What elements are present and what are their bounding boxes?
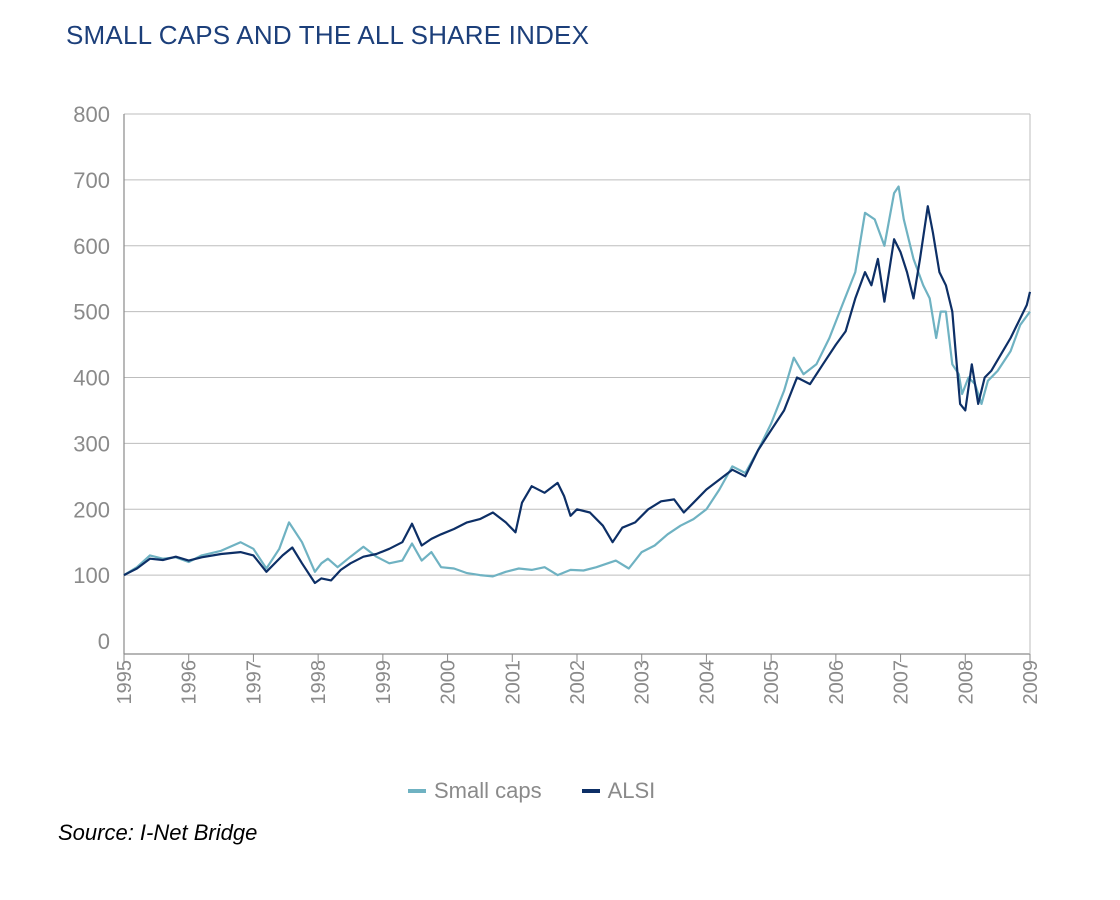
source-note: Source: I-Net Bridge <box>58 820 258 845</box>
x-tick-label-1997: 1997 <box>243 660 265 705</box>
series-line-small-caps <box>123 185 1031 578</box>
legend-item-small-caps: Small caps <box>408 778 542 804</box>
y-tick-label-700: 700 <box>73 168 110 193</box>
y-tick-label-800: 800 <box>73 102 110 127</box>
x-tick-label-2001: 2001 <box>502 660 524 705</box>
y-tick-label-300: 300 <box>73 431 110 456</box>
y-tick-label-400: 400 <box>73 366 110 391</box>
x-tick-label-2003: 2003 <box>632 660 654 705</box>
x-tick-label-2002: 2002 <box>567 660 589 705</box>
x-tick-label-1999: 1999 <box>373 660 395 705</box>
y-tick-label-600: 600 <box>73 234 110 259</box>
x-tick-label-1995: 1995 <box>114 660 136 705</box>
x-axis-ticks: 1995 1996 1997 1998 1999 2000 2001 2002 2003 2004… <box>114 654 1042 705</box>
x-tick-label-2006: 2006 <box>826 660 848 705</box>
x-tick-label-1996: 1996 <box>179 660 201 705</box>
y-tick-label-500: 500 <box>73 300 110 325</box>
x-tick-label-2004: 2004 <box>696 660 718 705</box>
y-axis-ticks: 0 100 200 300 400 500 600 700 800 <box>73 102 110 654</box>
x-tick-label-1998: 1998 <box>308 660 330 705</box>
legend-swatch-alsi <box>581 789 600 793</box>
y-tick-label-0: 0 <box>98 629 110 654</box>
x-tick-label-2007: 2007 <box>891 660 913 705</box>
x-tick-label-2009: 2009 <box>1020 660 1042 705</box>
y-tick-label-100: 100 <box>73 563 110 588</box>
legend-swatch-small-caps <box>408 789 426 793</box>
series-lines <box>123 185 1032 585</box>
y-tick-label-200: 200 <box>73 497 110 522</box>
legend-item-alsi: ALSI <box>581 778 656 804</box>
legend-label-small-caps: Small caps <box>434 778 542 803</box>
x-tick-label-2008: 2008 <box>955 660 977 705</box>
x-tick-label-2000: 2000 <box>438 660 460 705</box>
x-tick-label-2005: 2005 <box>761 660 783 705</box>
chart-title: SMALL CAPS AND THE ALL SHARE INDEX <box>66 20 590 50</box>
series-line-alsi <box>123 205 1032 585</box>
legend: Small caps ALSI <box>408 778 655 804</box>
legend-label-alsi: ALSI <box>607 778 656 803</box>
gridlines <box>124 113 1030 576</box>
